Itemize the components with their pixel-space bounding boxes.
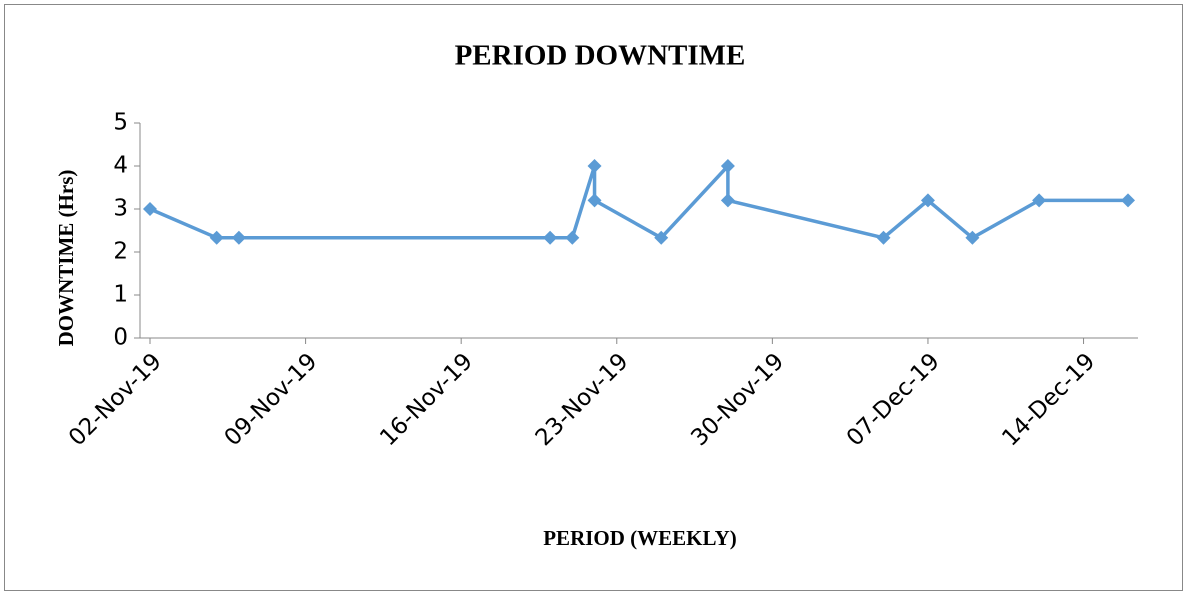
marker (1121, 193, 1135, 208)
y-tick-label: 3 (113, 196, 128, 222)
y-tick-label: 1 (113, 282, 128, 308)
marker (143, 202, 157, 216)
y-axis-label: DOWNTIME (Hrs) (54, 170, 78, 347)
y-tick-label: 2 (113, 239, 128, 265)
chart-frame (4, 4, 1183, 591)
marker (209, 230, 224, 245)
marker (1032, 193, 1047, 208)
marker (565, 230, 580, 245)
y-tick-label: 5 (113, 110, 128, 136)
y-tick-label: 4 (113, 153, 128, 179)
marker (231, 230, 246, 245)
chart-title: PERIOD DOWNTIME (455, 40, 746, 72)
marker (720, 159, 735, 173)
marker (965, 230, 980, 245)
marker (876, 230, 891, 245)
y-tick-label: 0 (113, 325, 128, 351)
marker (587, 159, 602, 173)
x-axis-label: PERIOD (WEEKLY) (543, 526, 737, 550)
marker (587, 193, 602, 208)
marker (543, 230, 558, 245)
marker (654, 230, 669, 245)
marker (720, 193, 735, 208)
marker (920, 193, 935, 208)
